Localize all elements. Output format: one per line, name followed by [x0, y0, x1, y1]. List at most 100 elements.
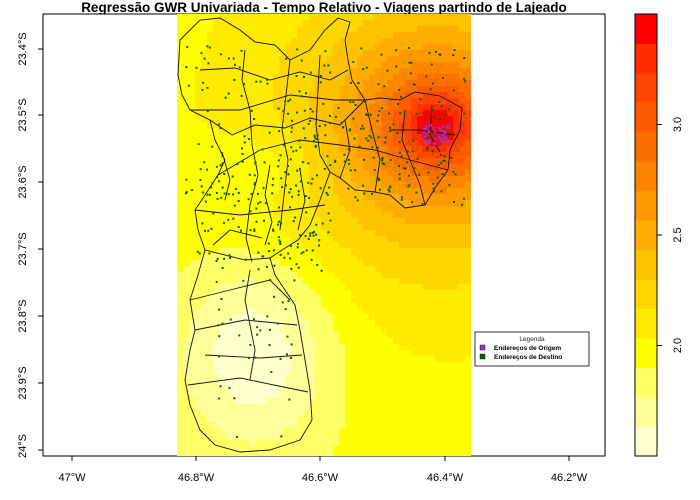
- raster-cell: [195, 86, 202, 93]
- raster-cell: [447, 200, 454, 207]
- raster-cell: [297, 452, 304, 456]
- raster-cell: [363, 62, 370, 69]
- raster-cell: [459, 182, 466, 189]
- raster-cell: [345, 350, 352, 357]
- raster-cell: [411, 308, 418, 315]
- raster-cell: [213, 260, 220, 267]
- raster-cell: [279, 140, 286, 147]
- raster-cell: [327, 242, 334, 249]
- raster-cell: [441, 446, 448, 453]
- raster-cell: [195, 296, 202, 303]
- raster-cell: [291, 248, 298, 255]
- raster-cell: [459, 110, 466, 117]
- raster-cell: [399, 374, 406, 381]
- raster-cell: [333, 98, 340, 105]
- destination-point: [297, 190, 300, 193]
- raster-cell: [183, 32, 190, 39]
- raster-cell: [411, 32, 418, 39]
- raster-cell: [357, 122, 364, 129]
- raster-cell: [435, 392, 442, 399]
- raster-cell: [207, 38, 214, 45]
- raster-cell: [189, 182, 196, 189]
- raster-cell: [453, 230, 460, 237]
- raster-cell: [411, 14, 418, 21]
- raster-cell: [339, 374, 346, 381]
- raster-cell: [177, 122, 184, 129]
- raster-cell: [183, 134, 190, 141]
- raster-cell: [213, 422, 220, 429]
- raster-cell: [189, 380, 196, 387]
- raster-cell: [429, 290, 436, 297]
- destination-point: [283, 144, 286, 147]
- destination-point: [348, 162, 351, 165]
- raster-cell: [441, 14, 448, 21]
- raster-cell: [291, 356, 298, 363]
- raster-cell: [279, 410, 286, 417]
- raster-cell: [339, 392, 346, 399]
- raster-cell: [273, 158, 280, 165]
- destination-point: [352, 61, 355, 63]
- raster-cell: [291, 326, 298, 333]
- destination-point: [371, 192, 373, 195]
- raster-cell: [177, 272, 184, 279]
- raster-cell: [177, 170, 184, 177]
- raster-cell: [351, 32, 358, 39]
- raster-cell: [225, 104, 232, 111]
- raster-cell: [405, 272, 412, 279]
- raster-cell: [417, 26, 424, 33]
- raster-cell: [333, 32, 340, 39]
- raster-cell: [273, 74, 280, 81]
- raster-cell: [315, 428, 322, 435]
- raster-cell: [453, 200, 460, 207]
- raster-cell: [351, 302, 358, 309]
- raster-cell: [387, 314, 394, 321]
- raster-cell: [237, 176, 244, 183]
- raster-cell: [417, 344, 424, 351]
- raster-cell: [465, 68, 471, 75]
- raster-cell: [225, 248, 232, 255]
- raster-cell: [243, 350, 250, 357]
- raster-cell: [225, 62, 232, 69]
- colorbar-step: [635, 426, 657, 457]
- raster-cell: [309, 188, 316, 195]
- raster-cell: [291, 86, 298, 93]
- destination-point: [263, 219, 265, 222]
- raster-cell: [237, 242, 244, 249]
- destination-point: [377, 83, 380, 86]
- raster-cell: [339, 404, 346, 411]
- raster-cell: [243, 110, 250, 117]
- raster-cell: [393, 440, 400, 447]
- raster-cell: [333, 254, 340, 261]
- raster-cell: [195, 152, 202, 159]
- destination-point: [377, 114, 380, 117]
- raster-cell: [327, 224, 334, 231]
- raster-cell: [195, 404, 202, 411]
- raster-cell: [273, 98, 280, 105]
- raster-cell: [189, 20, 196, 27]
- raster-cell: [357, 170, 364, 177]
- raster-cell: [405, 350, 412, 357]
- raster-cell: [189, 332, 196, 339]
- destination-point: [268, 250, 271, 253]
- raster-cell: [309, 164, 316, 171]
- raster-cell: [291, 26, 298, 33]
- destination-point: [220, 196, 223, 199]
- raster-cell: [225, 446, 232, 453]
- raster-cell: [447, 398, 454, 405]
- raster-cell: [369, 98, 376, 105]
- raster-cell: [255, 176, 262, 183]
- destination-point: [282, 110, 285, 113]
- raster-cell: [177, 158, 184, 165]
- raster-cell: [231, 260, 238, 267]
- raster-cell: [237, 422, 244, 429]
- raster-cell: [303, 386, 310, 393]
- origin-point: [439, 139, 443, 142]
- raster-cell: [273, 14, 280, 21]
- raster-cell: [357, 104, 364, 111]
- raster-cell: [333, 134, 340, 141]
- destination-point: [383, 163, 386, 166]
- raster-cell: [213, 350, 220, 357]
- raster-cell: [261, 164, 268, 171]
- raster-cell: [363, 428, 370, 435]
- raster-cell: [231, 92, 238, 99]
